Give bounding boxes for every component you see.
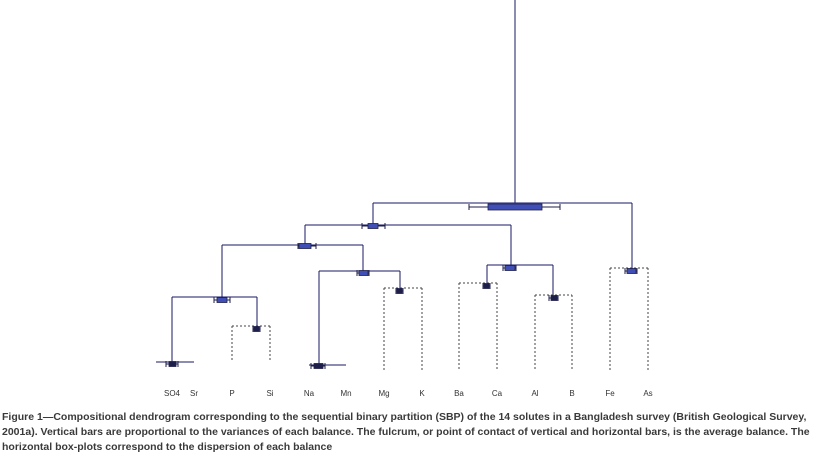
boxplot-5-box xyxy=(358,270,369,276)
leaf-label-mn: Mn xyxy=(340,389,351,398)
boxplot-ba-ca-box xyxy=(483,283,490,289)
leaf-label-p: P xyxy=(229,389,234,398)
leaf-label-as: As xyxy=(643,389,652,398)
compositional-dendrogram: SO4 Sr P Si Na Mn Mg K Ba Ca Al B Fe As xyxy=(156,0,653,398)
leaf-label-al: Al xyxy=(531,389,538,398)
boxplot-3-box xyxy=(298,243,312,249)
boxplot-6-box xyxy=(504,265,516,271)
leaf-label-k: K xyxy=(419,389,425,398)
leaf-labels: SO4 Sr P Si Na Mn Mg K Ba Ca Al B Fe As xyxy=(164,389,653,398)
boxplot-so4-sr-box xyxy=(168,361,177,367)
boxplot-mg-k-box xyxy=(396,288,403,294)
boxplot-fe-as-box xyxy=(626,268,637,274)
leaf-label-na: Na xyxy=(304,389,315,398)
leaf-label-b: B xyxy=(569,389,574,398)
boxplot-al-b-box xyxy=(550,295,558,301)
leaf-label-si: Si xyxy=(266,389,273,398)
leaf-label-fe: Fe xyxy=(605,389,615,398)
boxplot-root-box xyxy=(487,203,543,211)
leaf-label-so4: SO4 xyxy=(164,389,181,398)
figure-caption: Figure 1—Compositional dendrogram corres… xyxy=(2,411,810,453)
balance-box-plots xyxy=(165,203,638,369)
leaf-label-mg: Mg xyxy=(378,389,389,398)
leaf-label-ba: Ba xyxy=(454,389,464,398)
boxplot-na-mn-box xyxy=(313,363,324,369)
boxplot-p-si-box xyxy=(253,326,260,332)
leaf-label-sr: Sr xyxy=(190,389,198,398)
leaf-label-ca: Ca xyxy=(492,389,503,398)
boxplot-2-box xyxy=(367,223,379,229)
dendrogram-branches xyxy=(156,0,649,370)
boxplot-4-box xyxy=(216,297,228,303)
